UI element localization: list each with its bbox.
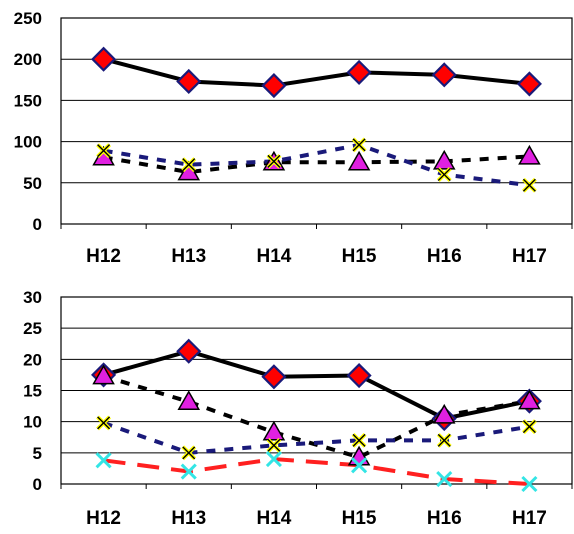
plot-frame: [60, 17, 573, 225]
series-1-point: [346, 59, 372, 85]
marker-stroke: [437, 168, 451, 182]
y-tick-label: 200: [14, 50, 42, 69]
series-2-point: [432, 149, 456, 170]
x-tick-label: H13: [171, 246, 206, 267]
x-tick-label: H13: [171, 508, 206, 529]
x-tick-label: H12: [86, 508, 121, 529]
series-2-line: [103, 154, 530, 175]
x-tick-label: H15: [342, 246, 377, 267]
marker-stroke: [180, 463, 197, 480]
series-4-point: [180, 463, 197, 480]
series-2-point: [177, 390, 201, 410]
series-4-point: [521, 475, 538, 493]
marker-stroke: [95, 452, 112, 469]
series-3-line: [103, 142, 530, 188]
series-2-point: [92, 364, 115, 385]
y-tick-label: 150: [14, 91, 42, 110]
y-tick-label: 30: [23, 288, 42, 307]
series-3-point: [96, 415, 111, 431]
marker-stroke: [267, 438, 281, 452]
series-3-point: [266, 153, 282, 169]
series-3-point: [522, 419, 537, 435]
series-3-point: [351, 137, 367, 153]
y-tick-label: 25: [23, 319, 42, 338]
y-tick-label: 50: [23, 174, 42, 193]
series-3-point: [522, 177, 537, 193]
y-tick-label: 0: [33, 475, 42, 494]
series-3-point: [351, 432, 367, 448]
series-3-line: [102, 421, 530, 455]
y-tick-label: 10: [23, 413, 42, 432]
x-tick-label: H14: [256, 508, 291, 529]
y-tick-label: 15: [23, 382, 42, 401]
marker-stroke: [97, 416, 111, 430]
marker-stroke: [351, 457, 368, 474]
y-tick-label: 0: [33, 215, 42, 234]
series-4-point: [95, 452, 112, 469]
chart-2: 0 5 10 15 20 25 30 H12 H13 H14 H15 H16 H17: [23, 288, 573, 529]
marker-stroke: [521, 475, 538, 493]
series-2-point: [518, 144, 541, 165]
series-1-point: [176, 68, 202, 95]
marker-stroke: [522, 178, 536, 192]
series-2-point: [432, 403, 456, 424]
marker-stroke: [437, 433, 451, 447]
x-tick-label: H15: [342, 508, 377, 529]
series-3-point: [266, 437, 282, 453]
series-2-point: [262, 420, 286, 441]
y-tick-label: 5: [33, 444, 42, 463]
series-1-point: [91, 46, 117, 72]
marker-stroke: [436, 470, 453, 488]
x-tick-label: H16: [427, 246, 462, 267]
series-4-point: [436, 470, 453, 488]
marker-stroke: [97, 144, 111, 158]
marker-stroke: [182, 158, 196, 172]
marker-stroke: [265, 451, 282, 468]
x-tick-label: H14: [256, 246, 291, 267]
series-4-point: [351, 457, 368, 474]
series-1-point: [261, 73, 287, 99]
series-3-point: [181, 157, 197, 173]
series-1-line: [103, 349, 530, 421]
marker-stroke: [182, 446, 196, 460]
series-1-point: [516, 71, 542, 97]
series-1-point: [176, 338, 202, 364]
series-3-point: [436, 432, 452, 448]
marker-stroke: [522, 420, 536, 434]
series-1-point: [346, 362, 372, 389]
series-3-point: [181, 445, 197, 461]
marker-stroke: [267, 154, 281, 168]
marker-stroke: [352, 138, 366, 152]
series-2-point: [518, 389, 541, 410]
x-tick-label: H16: [427, 508, 462, 529]
chart-1: 0 50 100 150 200 250 H12 H13 H14 H15 H16 H17: [14, 9, 573, 267]
y-tick-label: 100: [14, 133, 42, 152]
x-tick-label: H17: [512, 246, 547, 267]
x-tick-label: H12: [86, 246, 121, 267]
y-tick-label: 20: [23, 350, 42, 369]
series-3-point: [96, 143, 111, 159]
y-tick-label: 250: [14, 9, 42, 28]
series-2-point: [347, 150, 371, 171]
series-1-point: [261, 364, 287, 390]
marker-stroke: [352, 433, 366, 447]
x-tick-label: H17: [512, 508, 547, 529]
series-4-point: [265, 451, 282, 468]
series-1-line: [103, 57, 530, 88]
series-1-point: [431, 62, 457, 88]
series-2-line: [103, 374, 530, 460]
series-3-point: [436, 167, 452, 182]
series-4-line: [103, 457, 530, 486]
